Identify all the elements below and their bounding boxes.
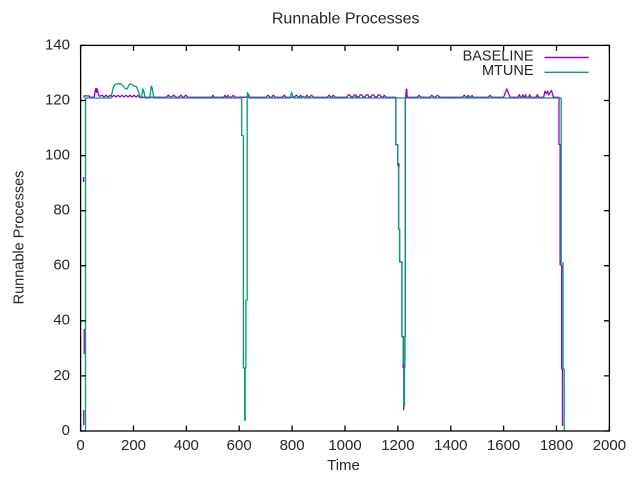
svg-text:Runnable Processes: Runnable Processes	[272, 11, 420, 28]
svg-text:Runnable Processes: Runnable Processes	[12, 171, 28, 305]
svg-text:400: 400	[174, 437, 199, 454]
svg-text:40: 40	[53, 312, 70, 329]
svg-text:1400: 1400	[434, 437, 467, 454]
svg-text:0: 0	[76, 437, 84, 454]
svg-text:60: 60	[53, 257, 70, 274]
svg-text:200: 200	[121, 437, 146, 454]
svg-text:MTUNE: MTUNE	[482, 63, 534, 79]
svg-text:120: 120	[45, 91, 70, 108]
svg-text:800: 800	[280, 437, 305, 454]
svg-text:600: 600	[227, 437, 252, 454]
svg-text:BASELINE: BASELINE	[463, 48, 534, 64]
svg-text:2000: 2000	[593, 437, 626, 454]
svg-text:Time: Time	[327, 457, 360, 474]
svg-text:0: 0	[62, 422, 70, 439]
svg-text:1800: 1800	[540, 437, 573, 454]
svg-text:1200: 1200	[381, 437, 414, 454]
svg-text:1000: 1000	[328, 437, 361, 454]
svg-text:140: 140	[45, 36, 70, 53]
svg-text:1600: 1600	[487, 437, 520, 454]
svg-text:80: 80	[53, 202, 70, 219]
svg-text:100: 100	[45, 147, 70, 164]
svg-text:20: 20	[53, 367, 70, 384]
